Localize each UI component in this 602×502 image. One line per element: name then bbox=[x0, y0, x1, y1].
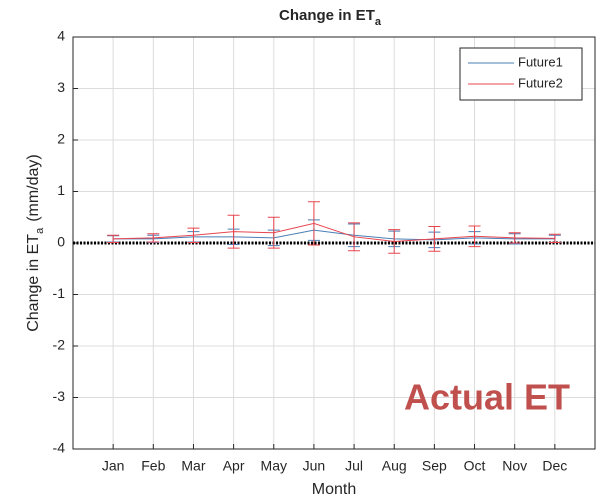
y-tick-label: 0 bbox=[57, 234, 65, 250]
x-tick-label: Dec bbox=[542, 458, 567, 474]
y-axis-label: Change in ETa (mm/day) bbox=[25, 154, 46, 332]
x-tick-label: Jun bbox=[303, 458, 326, 474]
y-tick-label: 4 bbox=[57, 28, 65, 44]
y-tick-label: -4 bbox=[53, 440, 66, 456]
y-tick-label: -2 bbox=[53, 337, 66, 353]
y-tick-label: -1 bbox=[53, 285, 66, 301]
x-tick-label: Sep bbox=[422, 458, 447, 474]
x-tick-label: Feb bbox=[141, 458, 165, 474]
x-tick-label: Apr bbox=[223, 458, 245, 474]
y-tick-label: 1 bbox=[57, 182, 65, 198]
y-label-unit: (mm/day) bbox=[25, 154, 42, 222]
legend: Future1 Future2 bbox=[459, 47, 583, 101]
series-line bbox=[113, 222, 555, 242]
y-tick-label: 3 bbox=[57, 79, 65, 95]
x-axis-label: Month bbox=[312, 481, 356, 498]
chart-title: Change in ETa bbox=[279, 7, 382, 28]
y-label-subscript: a bbox=[34, 227, 46, 234]
series-line bbox=[113, 229, 555, 241]
x-tick-label: Nov bbox=[502, 458, 527, 474]
legend-box bbox=[459, 47, 583, 101]
x-tick-label: Mar bbox=[181, 458, 205, 474]
x-tick-label: Aug bbox=[382, 458, 407, 474]
title-main: Change in ET bbox=[279, 7, 375, 24]
x-tick-label: Oct bbox=[464, 458, 486, 474]
x-tick-label: Jan bbox=[102, 458, 125, 474]
x-tick-label: May bbox=[261, 458, 287, 474]
annotation: Actual ET bbox=[404, 377, 570, 418]
y-tick-label: -3 bbox=[53, 388, 66, 404]
legend-label: Future2 bbox=[518, 75, 563, 90]
x-tick-label: Jul bbox=[345, 458, 363, 474]
y-label-main: Change in ET bbox=[25, 234, 42, 332]
title-subscript: a bbox=[375, 16, 382, 28]
y-tick-label: 2 bbox=[57, 131, 65, 147]
legend-label: Future1 bbox=[518, 54, 563, 69]
